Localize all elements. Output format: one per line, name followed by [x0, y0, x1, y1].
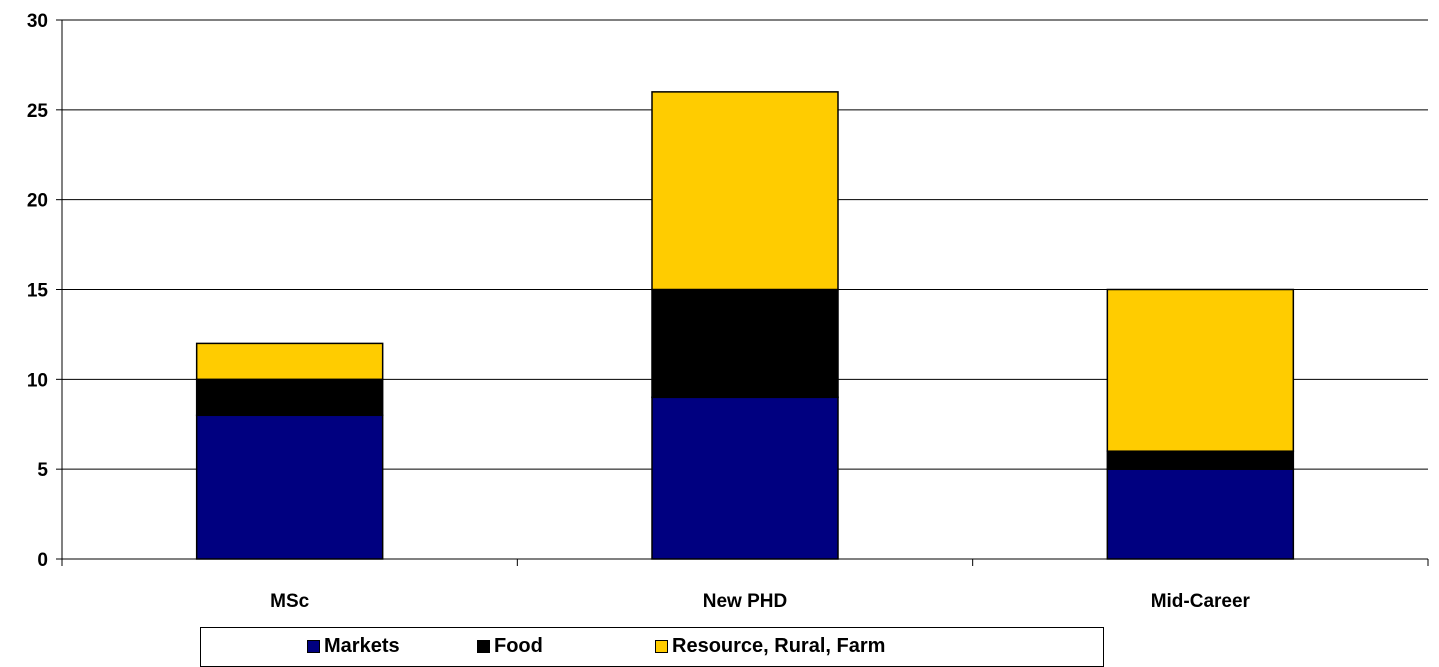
- bars: [195, 91, 1295, 560]
- legend-item-resource-rural-farm: Resource, Rural, Farm: [655, 635, 885, 658]
- y-tick-label: 25: [27, 101, 49, 122]
- legend-swatch-markets: [307, 640, 320, 653]
- y-tick-label: 0: [37, 550, 48, 571]
- bar-msc-food: [195, 378, 384, 417]
- y-tick-labels: 0 5 10 15 20 25 30: [27, 11, 49, 571]
- bar-new-phd-markets: [651, 396, 839, 560]
- bar-msc-resource-rural-farm: [195, 342, 384, 381]
- y-tick-label: 10: [27, 370, 48, 391]
- x-tick-labels: MSc New PHD Mid-Career: [270, 591, 1250, 612]
- legend-swatch-resource-rural-farm: [655, 640, 668, 653]
- legend-item-food: Food: [477, 635, 655, 658]
- bar-new-phd-resource-rural-farm: [651, 91, 839, 291]
- legend: Markets Food Resource, Rural, Farm: [200, 627, 1104, 667]
- axes: [61, 20, 1429, 566]
- x-tick-label: Mid-Career: [1151, 591, 1251, 612]
- y-tick-label: 5: [37, 460, 48, 481]
- legend-item-markets: Markets: [307, 635, 477, 658]
- y-tick-label: 20: [27, 191, 48, 212]
- x-tick-label: MSc: [270, 591, 310, 612]
- y-tick-label: 15: [27, 281, 49, 302]
- legend-label-markets: Markets: [324, 635, 400, 657]
- x-tick-label: New PHD: [703, 591, 787, 612]
- legend-label-food: Food: [494, 635, 543, 657]
- legend-swatch-food: [477, 640, 490, 653]
- bar-mid-career-resource-rural-farm: [1106, 288, 1295, 452]
- y-tick-label: 30: [27, 11, 48, 32]
- bar-msc-markets: [195, 414, 384, 560]
- bar-mid-career-markets: [1106, 468, 1295, 560]
- bar-new-phd-food: [651, 288, 839, 399]
- bar-mid-career-food: [1106, 450, 1295, 470]
- legend-label-resource-rural-farm: Resource, Rural, Farm: [672, 635, 886, 657]
